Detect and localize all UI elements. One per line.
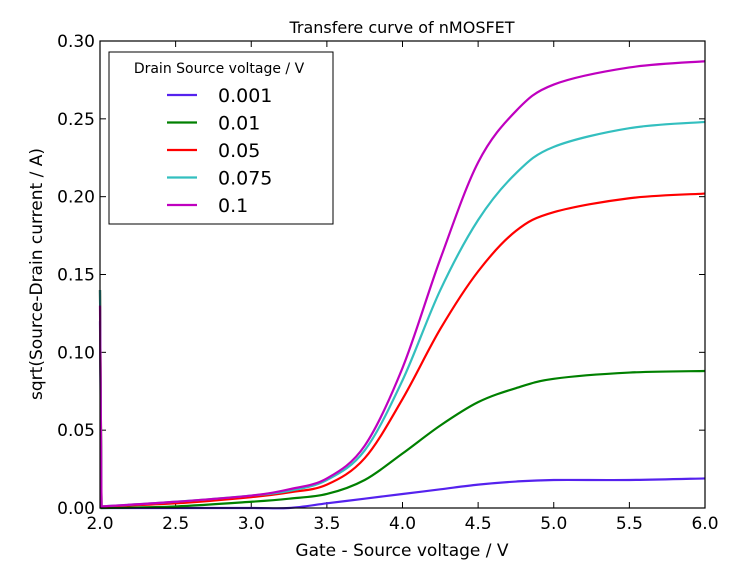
legend: Drain Source voltage / V 0.001 0.01 0.05 0.… [108,51,334,225]
x-tick-label: 6.0 [691,514,718,534]
x-tick-label: 2.5 [162,514,189,534]
plot-frame [99,40,706,509]
y-tick-label: 0.00 [57,499,95,519]
legend-label: 0.075 [218,168,272,190]
series-lines [98,60,706,510]
x-tick-label: 2.0 [86,514,113,534]
legend-title: Drain Source voltage / V [134,61,305,77]
legend-label: 0.001 [218,85,272,107]
axis-ticks: 2.0 2.5 3.0 3.5 4.0 4.5 5.0 5.5 6.0 0.00 0.05 0.10 0… [57,32,718,534]
legend-box [108,51,334,225]
series-line-0.1 [98,60,706,508]
y-tick-label: 0.30 [57,32,95,52]
x-tick-label: 3.0 [238,514,265,534]
x-axis-label: Gate - Source voltage / V [295,541,509,561]
series-line-0.001 [98,321,706,510]
y-tick-label: 0.10 [57,343,95,363]
y-axis-label: sqrt(Source-Drain current / A) [27,148,47,400]
x-tick-label: 4.0 [389,514,416,534]
x-tick-label: 5.5 [616,514,643,534]
series-line-0.01 [98,290,706,510]
legend-label: 0.01 [218,113,260,135]
y-tick-label: 0.25 [57,110,95,130]
x-tick-label: 4.5 [465,514,492,534]
series-line-0.05 [98,192,706,508]
y-tick-label: 0.15 [57,266,95,286]
legend-label: 0.05 [218,140,260,162]
y-tick-label: 0.05 [57,421,95,441]
y-tick-label: 0.20 [57,188,95,208]
legend-label: 0.1 [218,195,248,217]
x-tick-label: 5.0 [540,514,567,534]
x-tick-label: 3.5 [313,514,340,534]
chart-title: Transfere curve of nMOSFET [288,18,514,37]
